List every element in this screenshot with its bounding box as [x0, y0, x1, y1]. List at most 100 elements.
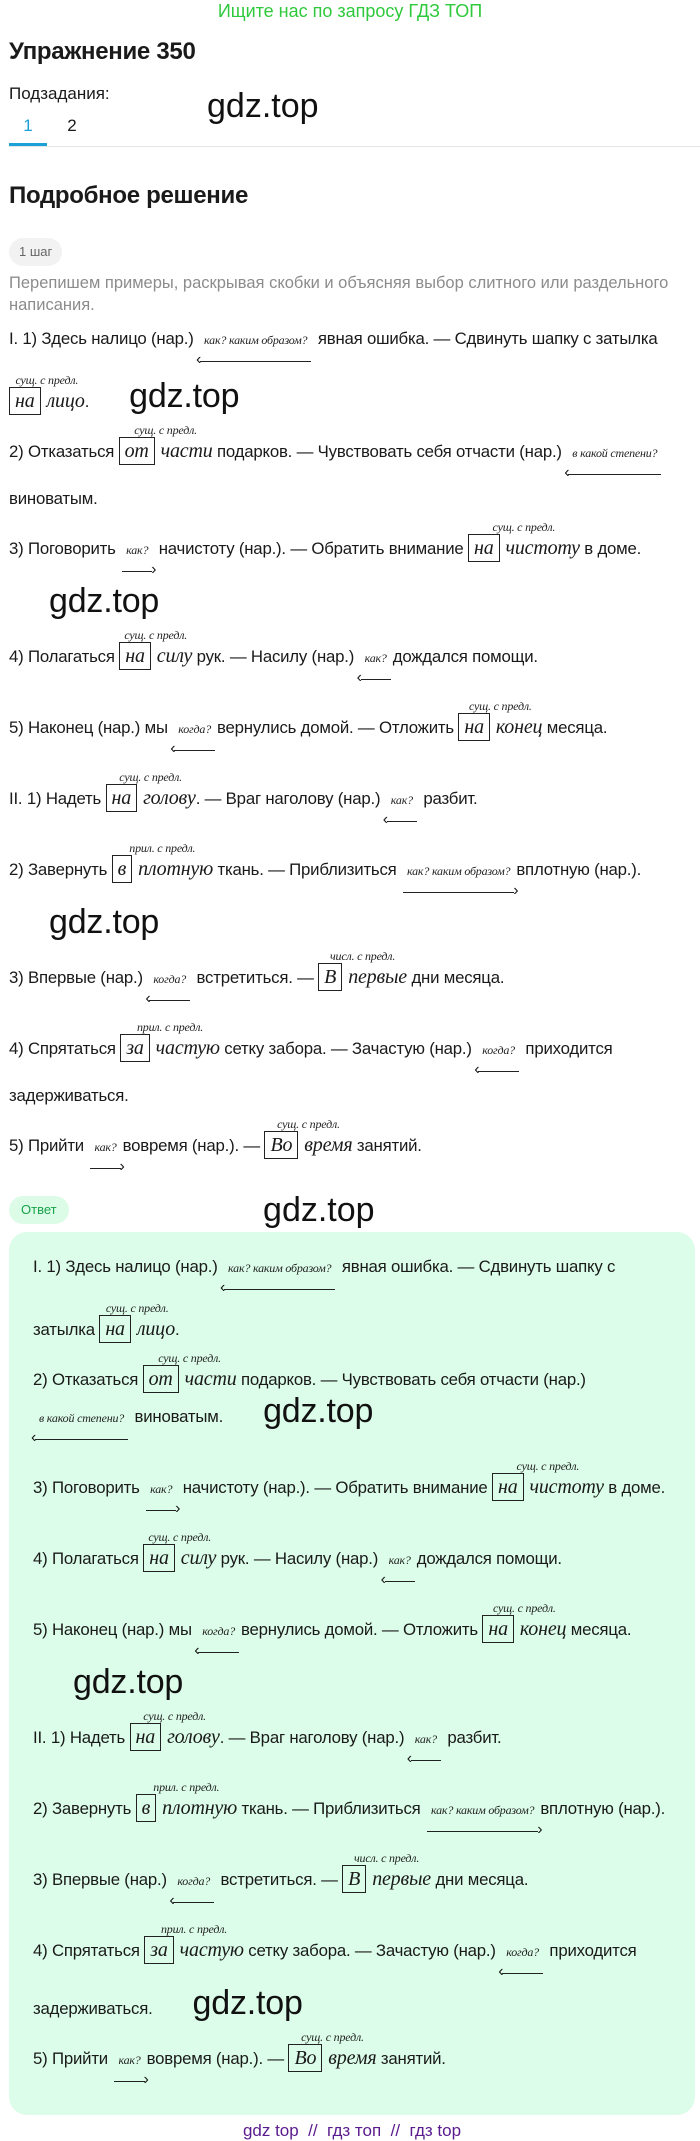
- sentence-text: 4) Полагаться: [33, 1549, 144, 1568]
- preposition-annotation: сущ. с предл. на чистоту: [467, 520, 580, 562]
- sentence-text: 2) Завернуть: [9, 860, 112, 879]
- sentence-text: дни месяца.: [430, 1870, 529, 1889]
- arrow-right-icon: как? ›: [88, 1140, 125, 1180]
- boxed-preposition: Во: [264, 1131, 299, 1159]
- arrow-right-icon: как? каким образом? ›: [401, 864, 519, 904]
- question-label: в какой степени?: [39, 1411, 125, 1425]
- sentence-text: ткань. — Приблизиться: [237, 1799, 426, 1818]
- tab-2[interactable]: 2: [67, 116, 77, 135]
- sentence-text: встретиться. —: [216, 1870, 343, 1889]
- watermark: gdz.top: [192, 1984, 303, 2022]
- exercise-item: II. 1) Надеть сущ. с предл. на голову. — В…: [9, 770, 689, 833]
- italic-word: конец: [519, 1618, 567, 1640]
- italic-word: части: [160, 440, 213, 462]
- part-of-speech-label: сущ. с предл.: [134, 423, 197, 437]
- exercise-item: 4) Полагаться сущ. с предл. на силу рук. —…: [33, 1530, 673, 1593]
- preposition-annotation: сущ. с предл. от части: [142, 1351, 237, 1393]
- annotation-row: в плотную: [135, 1794, 237, 1822]
- question-label: как?: [364, 651, 387, 665]
- answer-body: I. 1) Здесь налицо (нар.) как? каким обр…: [31, 1254, 673, 2093]
- sentence-text: рук. — Насилу (нар.): [216, 1549, 383, 1568]
- arrow-line: [173, 1902, 215, 1903]
- boxed-preposition: В: [318, 963, 343, 991]
- boxed-preposition: на: [143, 1544, 175, 1572]
- arrow-left-icon: когда? ‹: [169, 1874, 216, 1914]
- arrow-left-icon: когда? ‹: [498, 1945, 545, 1985]
- part-of-speech-label: сущ. с предл.: [124, 628, 188, 642]
- tab-1[interactable]: 1: [9, 116, 47, 146]
- italic-word: силу: [180, 1547, 217, 1569]
- arrow-head: ›: [143, 2071, 149, 2088]
- sentence-text: начистоту (нар.). — Обратить внимание: [154, 539, 468, 558]
- part-of-speech-label: прил. с предл.: [153, 1780, 220, 1794]
- arrow-line: [149, 1000, 191, 1001]
- sentence-text: 5) Прийти: [33, 2049, 113, 2068]
- question-label: как?: [94, 1140, 117, 1154]
- sentence-text: 3) Поговорить: [9, 539, 121, 558]
- sentence-text: в доме.: [579, 539, 642, 558]
- question-label: когда?: [482, 1043, 515, 1057]
- exercise-item: 2) Завернуть прил. с предл. в плотную ткан…: [9, 841, 689, 941]
- exercise-item: 5) Наконец (нар.) мы когда? ‹ вернулись до…: [33, 1601, 673, 1701]
- annotation-row: на конец: [482, 1615, 567, 1643]
- question-label: как?: [390, 793, 413, 807]
- sentence-text: 2) Отказаться: [33, 1370, 143, 1389]
- sentence-text: приходится задерживаться.: [9, 1039, 613, 1105]
- sentence-text: 2) Отказаться: [9, 442, 119, 461]
- sentence-text: II. 1) Надеть: [9, 789, 106, 808]
- arrow-shaft: ›: [88, 1154, 125, 1180]
- solution-body: I. 1) Здесь налицо (нар.) как? каким обр…: [9, 326, 689, 1180]
- page-title: Упражнение 350: [9, 38, 196, 65]
- footer-links[interactable]: gdz top // гдз топ // гдз top: [242, 2121, 462, 2140]
- arrow-head: ‹: [406, 1750, 412, 1767]
- arrow-head: ‹: [31, 1429, 37, 1446]
- arrow-line: [114, 2081, 145, 2082]
- sentence-text: . — Враг наголову (нар.): [219, 1728, 409, 1747]
- question-label: когда?: [506, 1945, 539, 1959]
- arrow-head: ‹: [474, 1061, 480, 1078]
- arrow-line: [200, 361, 312, 362]
- arrow-head: ‹: [196, 351, 202, 368]
- annotation-row: на силу: [119, 642, 192, 670]
- italic-word: время: [304, 1134, 353, 1156]
- arrow-head: ‹: [356, 669, 362, 686]
- preposition-annotation: сущ. с предл. от части: [118, 423, 213, 465]
- sentence-text: II. 1) Надеть: [33, 1728, 130, 1747]
- exercise-item: 5) Прийти как? › вовремя (нар.). — сущ. с …: [33, 2030, 673, 2093]
- part-of-speech-label: сущ. с предл.: [105, 1301, 169, 1315]
- preposition-annotation: прил. с предл. за частую: [144, 1922, 244, 1964]
- arrow-left-icon: когда? ‹: [194, 1624, 241, 1664]
- preposition-annotation: сущ. с предл. на силу: [119, 628, 192, 670]
- sentence-text: 3) Впервые (нар.): [9, 968, 148, 987]
- italic-word: плотную: [138, 858, 214, 880]
- arrow-shaft: ‹: [196, 347, 313, 373]
- arrow-line: [174, 750, 215, 751]
- annotation-row: Во время: [288, 2044, 377, 2072]
- question-label: как?: [414, 1732, 437, 1746]
- arrow-line: [122, 571, 153, 572]
- annotation-row: на чистоту: [467, 534, 580, 562]
- italic-word: первые: [348, 966, 407, 988]
- arrow-head: ‹: [380, 1571, 386, 1588]
- sentence-text: вплотную (нар.).: [516, 860, 642, 879]
- arrow-shaft: ‹: [356, 665, 393, 691]
- sentence-text: подарков. — Чувствовать себя отчасти (на…: [212, 442, 567, 461]
- boxed-preposition: от: [118, 437, 155, 465]
- sentence-text: начистоту (нар.). — Обратить внимание: [178, 1478, 492, 1497]
- sentence-text: 3) Впервые (нар.): [33, 1870, 172, 1889]
- arrow-head: ‹: [145, 990, 151, 1007]
- sentence-text: вовремя (нар.). —: [146, 2049, 289, 2068]
- exercise-item: 5) Наконец (нар.) мы когда? ‹ вернулись до…: [9, 699, 689, 762]
- content-flow: Перепишем примеры, раскрывая скобки и об…: [9, 272, 695, 2141]
- sentence-text: вернулись домой. — Отложить: [217, 718, 459, 737]
- sentence-text: занятий.: [376, 2049, 446, 2068]
- annotation-row: на голову: [105, 784, 196, 812]
- part-of-speech-label: сущ. с предл.: [15, 373, 79, 387]
- sentence-text: I. 1) Здесь налицо (нар.): [33, 1257, 223, 1276]
- question-label: как? каким образом?: [228, 1261, 332, 1275]
- part-of-speech-label: числ. с предл.: [330, 949, 396, 963]
- arrow-left-icon: когда? ‹: [170, 722, 217, 762]
- italic-word: чистоту: [505, 537, 580, 559]
